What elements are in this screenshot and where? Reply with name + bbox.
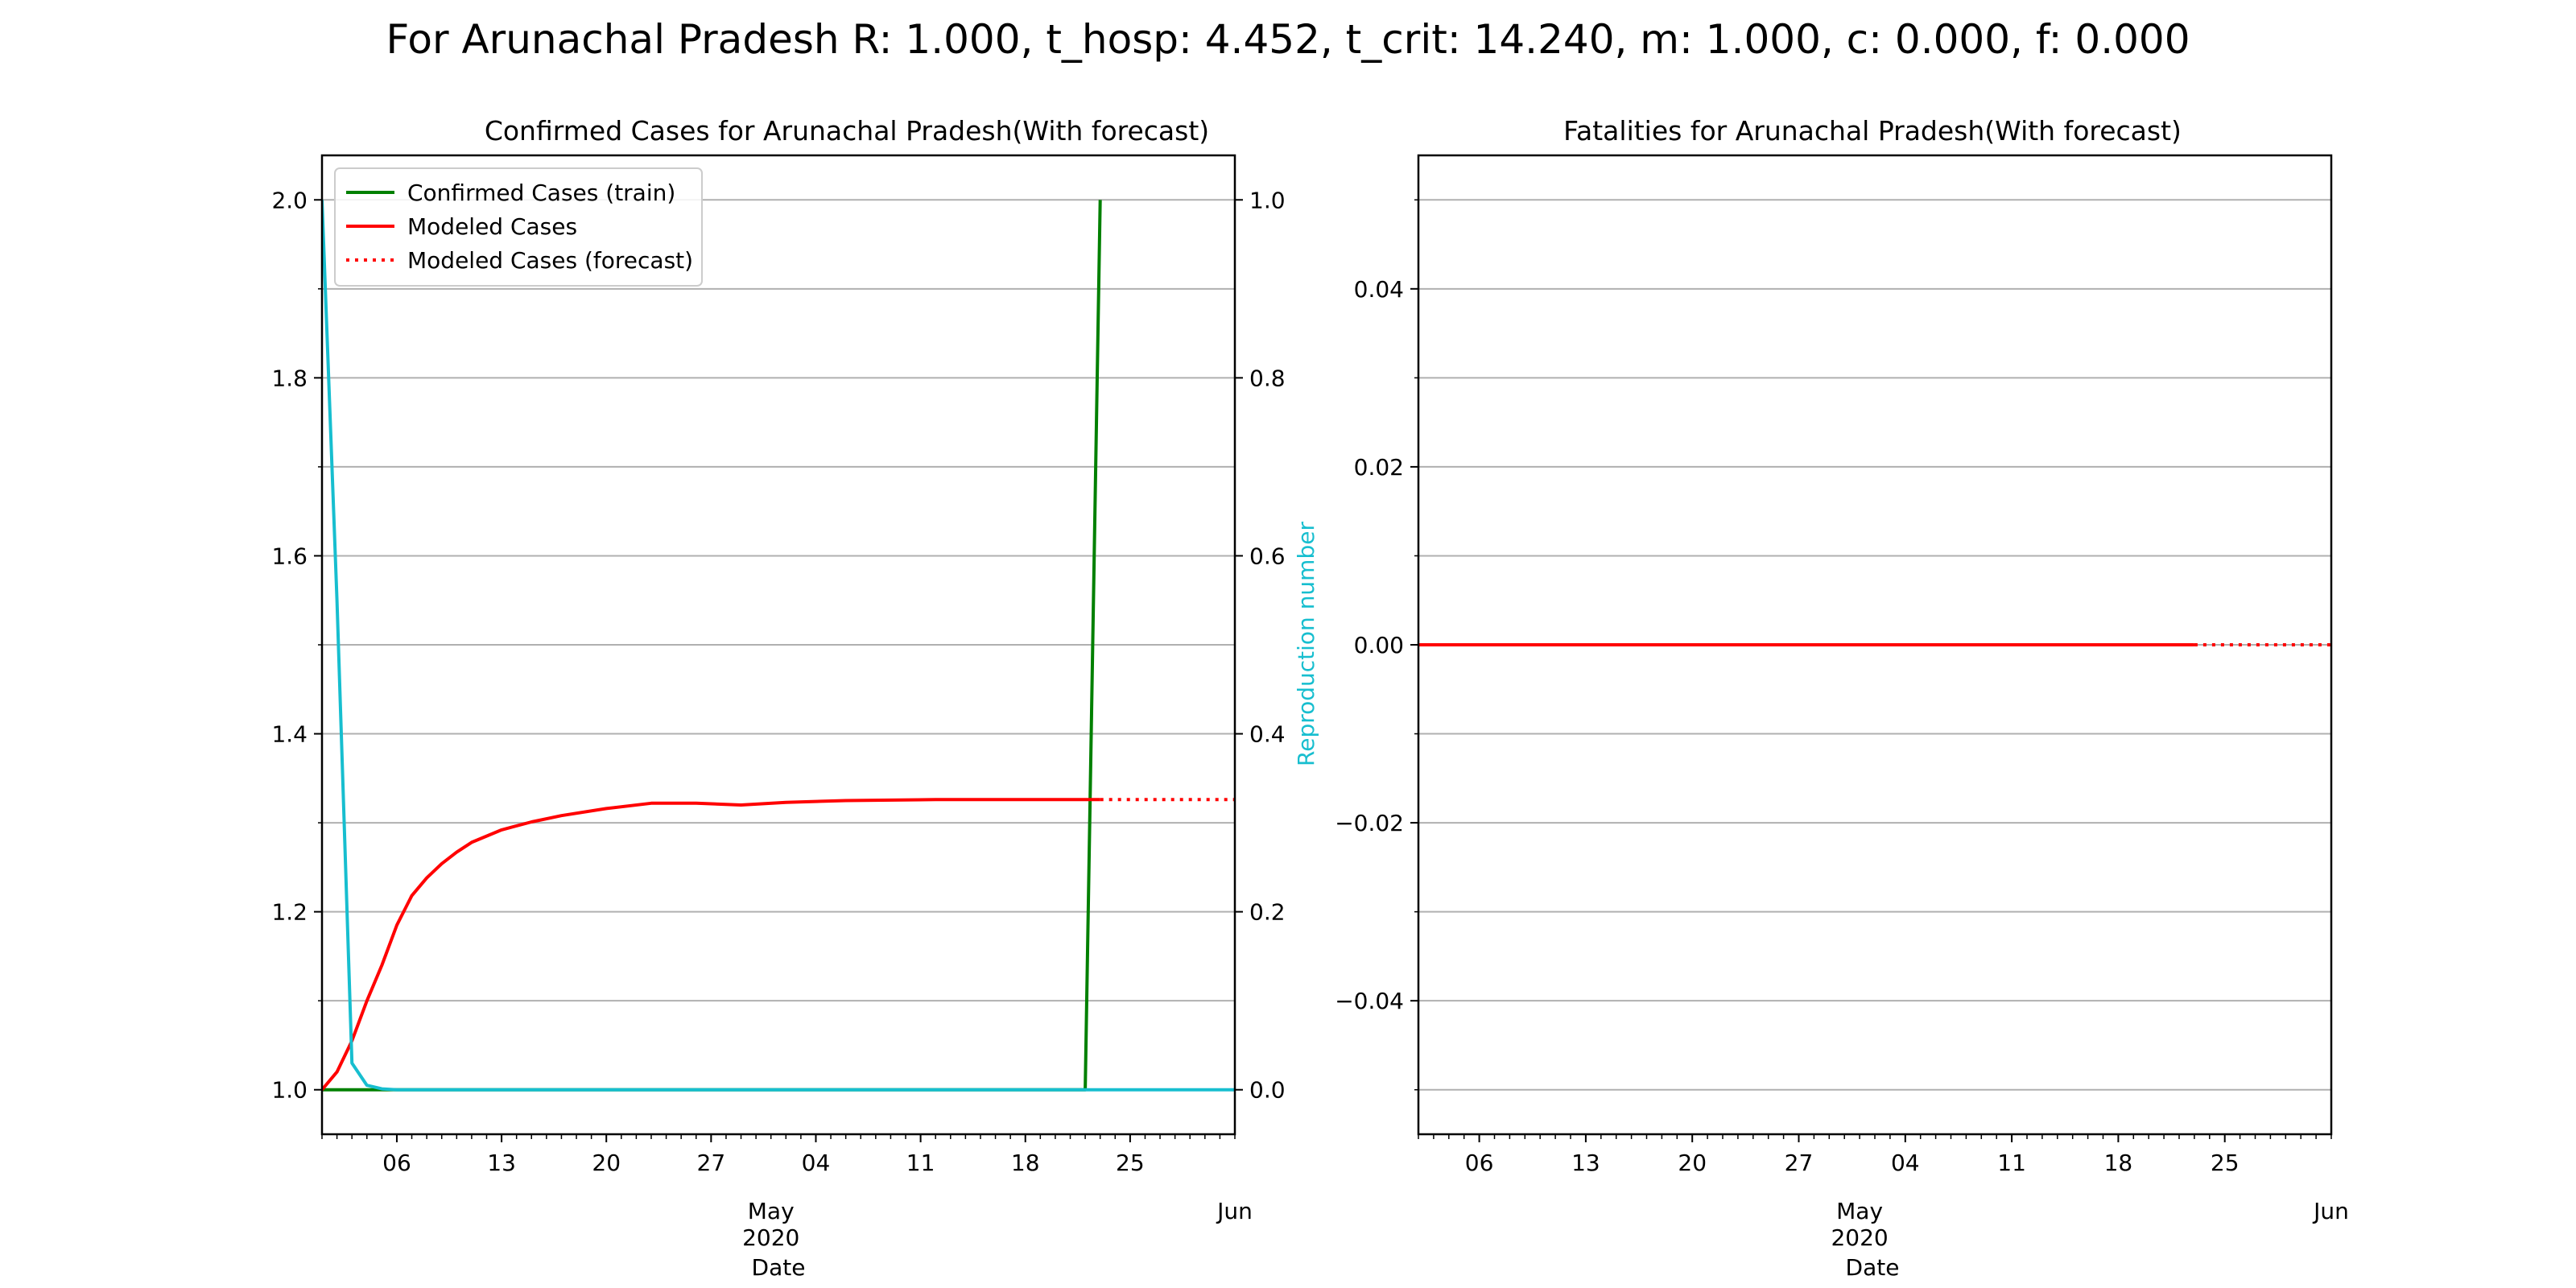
- y-tick-label: 0.04: [1354, 276, 1404, 303]
- plot-frame: [320, 154, 1236, 1136]
- y-tick-label: 1.8: [271, 365, 308, 391]
- legend-entry: Modeled Cases (forecast): [407, 247, 693, 274]
- y-tick-label: 1.6: [271, 543, 308, 569]
- y2-axis-label: Reproduction number: [1293, 522, 1319, 766]
- x-year-label: 2020: [742, 1224, 799, 1251]
- x-year-label: 2020: [1831, 1224, 1888, 1251]
- legend: Confirmed Cases (train) Modeled Cases Mode…: [334, 167, 703, 287]
- y2-tick-label: 0.4: [1249, 721, 1286, 748]
- x-month-label: Jun: [1216, 1198, 1253, 1224]
- y-tick-label: 1.2: [271, 899, 308, 926]
- y2-tick-label: 0.8: [1249, 365, 1286, 391]
- y-tick-label: 2.0: [271, 187, 308, 213]
- modeled-cases-line: [322, 798, 1100, 1091]
- y-tick-label: 1.0: [271, 1077, 308, 1104]
- x-tick-label: 20: [1678, 1150, 1707, 1176]
- y-tick-label: −0.04: [1335, 988, 1404, 1014]
- y-tick-label: 1.4: [271, 721, 308, 748]
- chart-title: Confirmed Cases for Arunachal Pradesh(Wi…: [485, 115, 1209, 147]
- x-tick-label: 04: [802, 1150, 831, 1176]
- series-line-3: [322, 200, 1235, 1092]
- legend-frame: [334, 167, 703, 287]
- x-tick-label: 06: [1465, 1150, 1494, 1176]
- x-tick-label: 04: [1891, 1150, 1920, 1176]
- x-tick-label: 13: [487, 1150, 516, 1176]
- legend-entry: Confirmed Cases (train): [407, 180, 675, 206]
- figure-title: For Arunachal Pradesh R: 1.000, t_hosp: …: [386, 16, 2190, 63]
- y2-tick-label: 0.0: [1249, 1077, 1286, 1104]
- confirmed-cases-chart: Confirmed Cases for Arunachal Pradesh(Wi…: [271, 115, 1319, 1281]
- y-tick-label: 0.02: [1354, 454, 1404, 481]
- x-tick-label: 27: [1785, 1150, 1814, 1176]
- x-tick-label: 20: [592, 1150, 621, 1176]
- y2-tick-label: 0.2: [1249, 899, 1286, 926]
- x-tick-label: 11: [1997, 1150, 2026, 1176]
- chart-title: Fatalities for Arunachal Pradesh(With fo…: [1563, 115, 2182, 147]
- x-month-label: May: [748, 1198, 795, 1224]
- x-tick-label: 11: [906, 1150, 935, 1176]
- x-month-label: Jun: [2312, 1198, 2349, 1224]
- y2-tick-label: 0.6: [1249, 543, 1286, 569]
- x-tick-label: 18: [1011, 1150, 1040, 1176]
- legend-entry: Modeled Cases: [407, 213, 577, 240]
- plot-frame: [1417, 154, 2333, 1136]
- x-tick-label: 06: [382, 1150, 411, 1176]
- x-month-label: May: [1836, 1198, 1883, 1224]
- x-axis-label: Date: [1846, 1254, 1900, 1281]
- y-tick-label: −0.02: [1335, 810, 1404, 836]
- x-axis-label: Date: [752, 1254, 806, 1281]
- y2-tick-label: 1.0: [1249, 187, 1286, 213]
- fatalities-chart: Fatalities for Arunachal Pradesh(With fo…: [1335, 115, 2349, 1281]
- x-tick-label: 18: [2104, 1150, 2133, 1176]
- y-tick-label: 0.00: [1354, 632, 1404, 658]
- x-tick-label: 27: [697, 1150, 726, 1176]
- x-tick-label: 13: [1571, 1150, 1600, 1176]
- x-tick-label: 25: [2211, 1150, 2240, 1176]
- x-tick-label: 25: [1116, 1150, 1145, 1176]
